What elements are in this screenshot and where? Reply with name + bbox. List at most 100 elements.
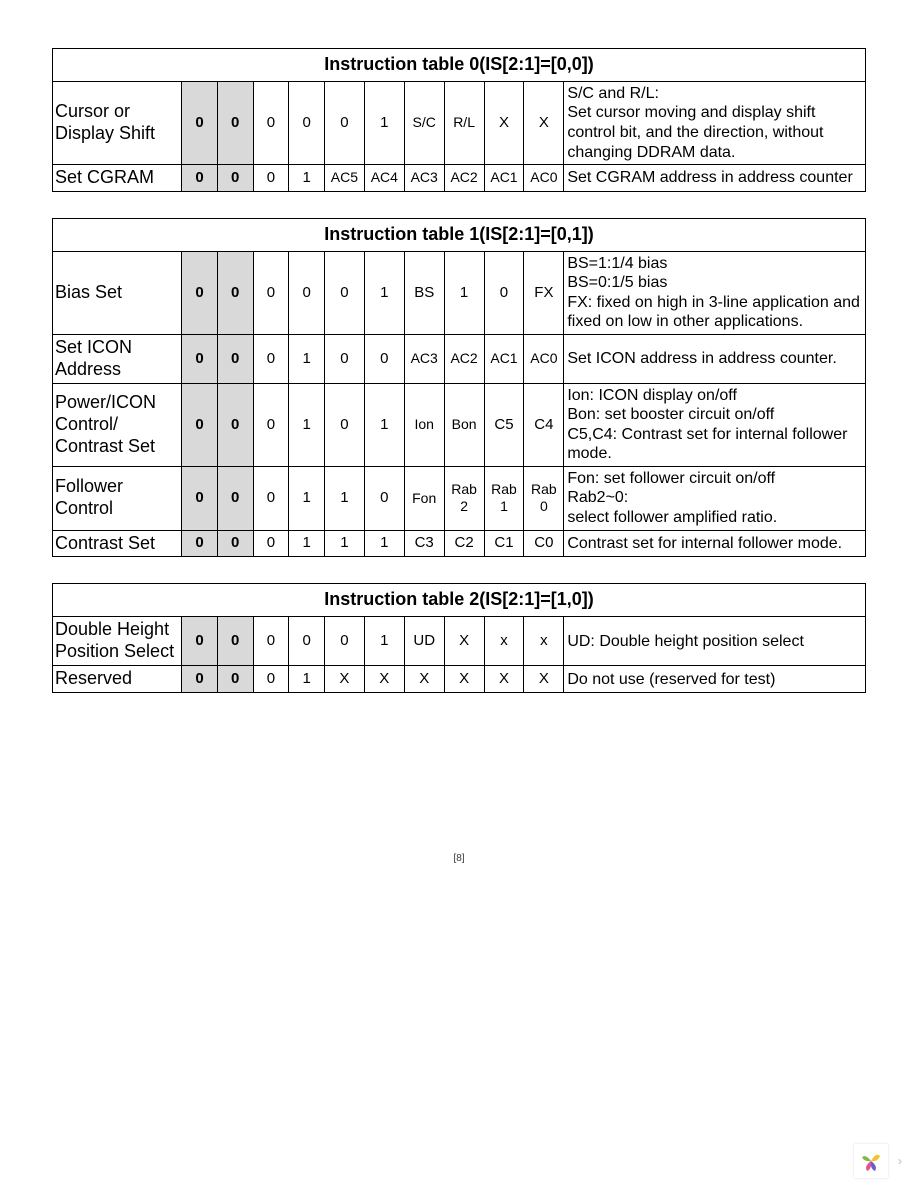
bit-cell: C0 (524, 530, 564, 557)
bit-cell: 1 (364, 530, 404, 557)
instruction-name: Bias Set (53, 251, 182, 334)
instruction-name: Double Height Position Select (53, 617, 182, 666)
bit-cell: 0 (289, 81, 325, 164)
bit-cell: 1 (289, 666, 325, 693)
bit-cell: 0 (253, 165, 289, 192)
bit-cell: X (524, 666, 564, 693)
instruction-table-2: Instruction table 2(IS[2:1]=[1,0])Double… (52, 583, 866, 693)
bit-cell: 1 (289, 383, 325, 466)
description-cell: Fon: set follower circuit on/offRab2~0:s… (564, 466, 866, 530)
bit-cell: AC3 (404, 165, 444, 192)
bit-cell: Rab2 (444, 466, 484, 530)
description-cell: S/C and R/L:Set cursor moving and displa… (564, 81, 866, 164)
bit-cell: 0 (253, 666, 289, 693)
bit-cell: UD (404, 617, 444, 666)
bit-cell: C4 (524, 383, 564, 466)
bit-cell: 0 (364, 466, 404, 530)
instruction-table-1: Instruction table 1(IS[2:1]=[0,1])Bias S… (52, 218, 866, 557)
table-row: Cursor or Display Shift000001S/CR/LXXS/C… (53, 81, 866, 164)
bit-cell: 0 (217, 165, 253, 192)
bit-cell: FX (524, 251, 564, 334)
bit-cell: 1 (289, 334, 325, 383)
bit-cell: 0 (182, 617, 218, 666)
bit-cell: C1 (484, 530, 524, 557)
table-row: Reserved0001XXXXXXDo not use (reserved f… (53, 666, 866, 693)
bit-cell: 0 (217, 334, 253, 383)
bit-cell: R/L (444, 81, 484, 164)
bit-cell: 0 (253, 81, 289, 164)
bit-cell: 1 (289, 165, 325, 192)
bit-cell: 0 (324, 334, 364, 383)
instruction-name: Power/ICON Control/ Contrast Set (53, 383, 182, 466)
bit-cell: 0 (253, 334, 289, 383)
bit-cell: S/C (404, 81, 444, 164)
bit-cell: Rab0 (524, 466, 564, 530)
bit-cell: 0 (182, 666, 218, 693)
bit-cell: 0 (253, 617, 289, 666)
corner-logo-icon (854, 1144, 888, 1178)
bit-cell: AC3 (404, 334, 444, 383)
bit-cell: 1 (364, 251, 404, 334)
bit-cell: 0 (217, 383, 253, 466)
bit-cell: 0 (324, 617, 364, 666)
bit-cell: Fon (404, 466, 444, 530)
table-row: Follower Control000110FonRab2Rab1Rab0Fon… (53, 466, 866, 530)
bit-cell: 0 (182, 251, 218, 334)
bit-cell: 1 (364, 617, 404, 666)
bit-cell: X (364, 666, 404, 693)
table-row: Contrast Set000111C3C2C1C0Contrast set f… (53, 530, 866, 557)
description-cell: Ion: ICON display on/offBon: set booster… (564, 383, 866, 466)
bit-cell: 0 (364, 334, 404, 383)
bit-cell: 0 (253, 383, 289, 466)
table-row: Double Height Position Select000001UDXxx… (53, 617, 866, 666)
bit-cell: AC1 (484, 334, 524, 383)
table-title: Instruction table 0(IS[2:1]=[0,0]) (53, 49, 866, 82)
instruction-name: Set ICON Address (53, 334, 182, 383)
bit-cell: AC0 (524, 165, 564, 192)
bit-cell: BS (404, 251, 444, 334)
bit-cell: AC5 (324, 165, 364, 192)
bit-cell: C3 (404, 530, 444, 557)
bit-cell: Ion (404, 383, 444, 466)
bit-cell: 0 (217, 466, 253, 530)
table-row: Power/ICON Control/ Contrast Set000101Io… (53, 383, 866, 466)
bit-cell: 0 (182, 466, 218, 530)
bit-cell: 1 (444, 251, 484, 334)
bit-cell: 0 (484, 251, 524, 334)
description-cell: Set CGRAM address in address counter (564, 165, 866, 192)
bit-cell: 1 (364, 81, 404, 164)
bit-cell: Bon (444, 383, 484, 466)
bit-cell: 1 (364, 383, 404, 466)
bit-cell: X (404, 666, 444, 693)
description-cell: UD: Double height position select (564, 617, 866, 666)
bit-cell: X (484, 666, 524, 693)
description-cell: Contrast set for internal follower mode. (564, 530, 866, 557)
bit-cell: X (444, 666, 484, 693)
bit-cell: 0 (182, 334, 218, 383)
bit-cell: X (444, 617, 484, 666)
bit-cell: AC1 (484, 165, 524, 192)
bit-cell: C5 (484, 383, 524, 466)
bit-cell: 1 (289, 466, 325, 530)
bit-cell: 0 (182, 383, 218, 466)
bit-cell: 0 (182, 81, 218, 164)
table-row: Set CGRAM0001AC5AC4AC3AC2AC1AC0Set CGRAM… (53, 165, 866, 192)
bit-cell: x (484, 617, 524, 666)
bit-cell: 0 (253, 530, 289, 557)
bit-cell: 0 (324, 251, 364, 334)
bit-cell: 0 (217, 530, 253, 557)
instruction-table-0: Instruction table 0(IS[2:1]=[0,0])Cursor… (52, 48, 866, 192)
bit-cell: 0 (289, 251, 325, 334)
corner-widget: › (854, 1144, 906, 1178)
bit-cell: 1 (324, 466, 364, 530)
instruction-name: Cursor or Display Shift (53, 81, 182, 164)
bit-cell: 1 (324, 530, 364, 557)
bit-cell: 0 (253, 466, 289, 530)
bit-cell: 0 (217, 666, 253, 693)
corner-arrow-icon: › (894, 1150, 906, 1172)
bit-cell: Rab1 (484, 466, 524, 530)
bit-cell: C2 (444, 530, 484, 557)
description-cell: Do not use (reserved for test) (564, 666, 866, 693)
table-row: Bias Set000001BS10FXBS=1:1/4 biasBS=0:1/… (53, 251, 866, 334)
page-number: [8] (52, 853, 866, 864)
